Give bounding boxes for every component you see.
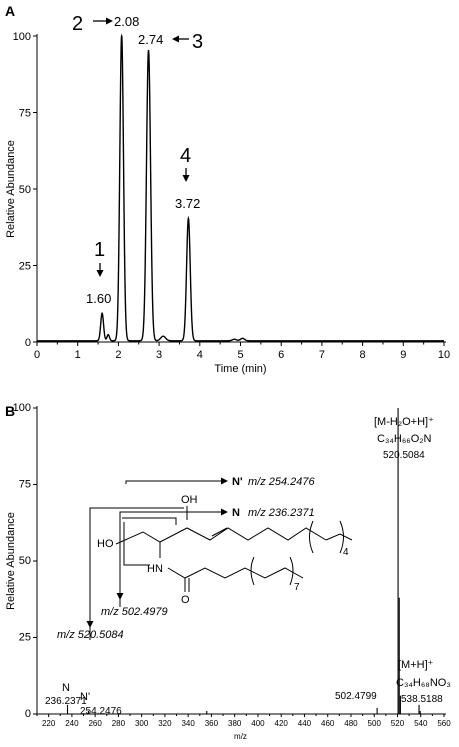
np-fragment-mz: 254.2476 bbox=[80, 706, 122, 717]
n-fragment-letter: N bbox=[62, 682, 70, 694]
np-arrow-letter: N' bbox=[232, 476, 243, 488]
x-tick-label: 5 bbox=[237, 349, 243, 361]
mz-502-arrow-label: m/z 502.4979 bbox=[101, 606, 168, 618]
x-tick-label: 320 bbox=[158, 719, 172, 728]
y-tick-label: 50 bbox=[19, 555, 31, 567]
peak-3-rt: 2.74 bbox=[138, 32, 163, 47]
x-tick-label: 380 bbox=[228, 719, 242, 728]
y-tick-label: 100 bbox=[13, 31, 31, 43]
mz-502-label: 502.4799 bbox=[335, 691, 377, 702]
panel-a-letter: A bbox=[5, 3, 15, 19]
x-tick-label: 9 bbox=[400, 349, 406, 361]
y-tick-label: 25 bbox=[19, 261, 31, 273]
np-fragment-letter: N' bbox=[80, 691, 90, 703]
repeat-7: 7 bbox=[294, 582, 300, 593]
panel-b-spectrum: 0 25 50 75 100 220 240 260 280 300 320 340 360 380 400… bbox=[5, 402, 451, 741]
x-tick-label: 480 bbox=[344, 719, 358, 728]
main-ion-mz: 520.5084 bbox=[383, 450, 425, 461]
main-ion-formula: C₃₄H₆₆O₂N bbox=[377, 433, 432, 445]
peak-2-rt: 2.08 bbox=[114, 14, 139, 29]
y-axis-title: Relative Abundance bbox=[5, 512, 17, 610]
peak-4-number: 4 bbox=[180, 145, 191, 167]
n-fragment-mz: 236.2371 bbox=[45, 696, 87, 707]
oh-group: OH bbox=[181, 494, 198, 506]
x-tick-label: 240 bbox=[65, 719, 79, 728]
x-tick-label: 2 bbox=[115, 349, 121, 361]
mh-ion-mz: 538.5188 bbox=[401, 694, 443, 705]
x-tick-label: 7 bbox=[319, 349, 325, 361]
main-ion-annotation: [M-H₂O+H]⁺ C₃₄H₆₆O₂N 520.5084 bbox=[374, 416, 434, 461]
repeat-4: 4 bbox=[343, 547, 349, 558]
mz-520-arrow-label: m/z 520.5084 bbox=[57, 629, 124, 641]
mh-ion-label: [M+H]⁺ bbox=[398, 659, 434, 671]
x-tick-label: 0 bbox=[34, 349, 40, 361]
x-tick-label: 360 bbox=[205, 719, 219, 728]
x-tick-label: 10 bbox=[438, 349, 450, 361]
x-axis-title: m/z bbox=[234, 732, 247, 741]
chemical-structure: N' m/z 254.2476 OH N m/z 236.2371 HO bbox=[57, 476, 353, 641]
mh-ion-formula: C₃₄H₆₈NO₃ bbox=[396, 677, 451, 689]
x-tick-label: 420 bbox=[275, 719, 289, 728]
x-tick-label: 8 bbox=[360, 349, 366, 361]
ho-group: HO bbox=[97, 538, 114, 550]
y-tick-label: 75 bbox=[19, 108, 31, 120]
y-axis-title: Relative Abundance bbox=[5, 140, 17, 238]
x-tick-label: 3 bbox=[156, 349, 162, 361]
y-tick-label: 25 bbox=[19, 632, 31, 644]
peak-3-annotation: 2.74 3 bbox=[138, 31, 203, 53]
peak-4-annotation: 4 3.72 bbox=[175, 145, 200, 211]
x-tick-label: 300 bbox=[135, 719, 149, 728]
hn-group: HN bbox=[147, 563, 163, 575]
panel-b-letter: B bbox=[5, 403, 15, 419]
panel-b-axes: 0 25 50 75 100 220 240 260 280 300 320 340 360 380 400… bbox=[5, 402, 451, 741]
chromatogram-line bbox=[37, 33, 444, 342]
panel-a-trace bbox=[37, 33, 444, 342]
main-ion-label: [M-H₂O+H]⁺ bbox=[374, 416, 434, 428]
peak-4-rt: 3.72 bbox=[175, 196, 200, 211]
mh-ion-annotation: [M+H]⁺ C₃₄H₆₈NO₃ 538.5188 bbox=[396, 659, 451, 705]
x-tick-label: 460 bbox=[321, 719, 335, 728]
x-tick-label: 220 bbox=[42, 719, 56, 728]
peak-1-rt: 1.60 bbox=[86, 291, 111, 306]
y-tick-label: 0 bbox=[25, 337, 31, 349]
peak-1-number: 1 bbox=[94, 239, 105, 261]
n-arrow-letter: N bbox=[232, 507, 240, 519]
x-tick-label: 280 bbox=[112, 719, 126, 728]
peak-2-number: 2 bbox=[72, 13, 83, 35]
x-tick-label: 4 bbox=[197, 349, 203, 361]
peak-1-annotation: 1 1.60 bbox=[86, 239, 111, 306]
x-tick-label: 500 bbox=[368, 719, 382, 728]
o-group: O bbox=[181, 594, 190, 606]
x-tick-label: 440 bbox=[298, 719, 312, 728]
n-arrow-mz: m/z 236.2371 bbox=[248, 507, 315, 519]
x-tick-label: 340 bbox=[181, 719, 195, 728]
x-tick-label: 6 bbox=[278, 349, 284, 361]
x-axis-title: Time (min) bbox=[214, 363, 266, 375]
x-tick-label: 1 bbox=[75, 349, 81, 361]
y-tick-label: 0 bbox=[25, 708, 31, 720]
x-tick-label: 260 bbox=[88, 719, 102, 728]
peak-2-annotation: 2 2.08 bbox=[72, 13, 139, 35]
x-tick-label: 520 bbox=[391, 719, 405, 728]
x-tick-label: 400 bbox=[251, 719, 265, 728]
y-tick-label: 75 bbox=[19, 479, 31, 491]
x-tick-label: 560 bbox=[437, 719, 451, 728]
peak-3-number: 3 bbox=[192, 31, 203, 53]
np-arrow-mz: m/z 254.2476 bbox=[248, 476, 316, 488]
x-tick-label: 540 bbox=[414, 719, 428, 728]
panel-a-axes: 0 25 50 75 100 0 1 2 3 4 5 6 7 8 9 10 Time (min) Relative… bbox=[5, 31, 450, 375]
y-tick-label: 50 bbox=[19, 184, 31, 196]
y-tick-label: 100 bbox=[13, 402, 31, 414]
panel-a-chromatogram: 0 25 50 75 100 0 1 2 3 4 5 6 7 8 9 10 Time (min) Relative… bbox=[5, 13, 450, 375]
panel-b-peaks bbox=[66, 408, 421, 714]
n-fragment-annotation: N 236.2371 N' 254.2476 502.4799 bbox=[45, 682, 377, 717]
